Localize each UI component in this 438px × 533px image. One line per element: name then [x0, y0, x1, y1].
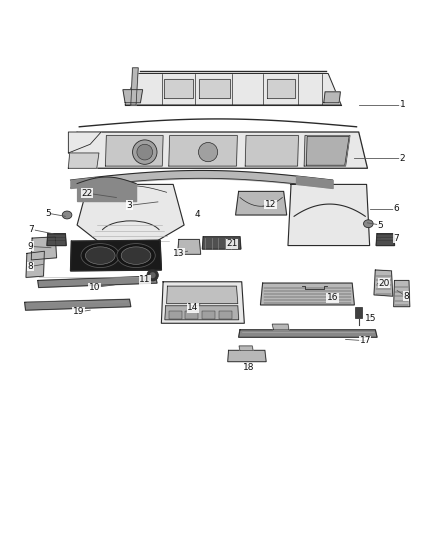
- Text: 6: 6: [393, 204, 399, 213]
- Text: 12: 12: [265, 200, 276, 209]
- Text: 10: 10: [89, 283, 100, 292]
- Polygon shape: [71, 240, 161, 271]
- Polygon shape: [165, 306, 239, 320]
- Text: 5: 5: [45, 209, 51, 218]
- Polygon shape: [38, 276, 157, 287]
- Polygon shape: [374, 270, 393, 296]
- Bar: [355, 307, 362, 318]
- Text: 9: 9: [28, 242, 33, 251]
- Polygon shape: [261, 283, 354, 305]
- Text: 11: 11: [139, 275, 151, 284]
- Text: 15: 15: [365, 313, 377, 322]
- Polygon shape: [164, 79, 193, 99]
- Polygon shape: [239, 346, 253, 350]
- Text: 1: 1: [399, 100, 405, 109]
- Circle shape: [147, 270, 158, 281]
- Polygon shape: [306, 136, 349, 165]
- Ellipse shape: [62, 211, 72, 219]
- Polygon shape: [202, 237, 241, 249]
- Text: 5: 5: [378, 221, 383, 230]
- Text: 19: 19: [73, 308, 84, 317]
- Polygon shape: [123, 90, 143, 103]
- Polygon shape: [68, 132, 101, 153]
- Polygon shape: [394, 280, 410, 306]
- Polygon shape: [68, 132, 367, 168]
- Polygon shape: [376, 234, 395, 246]
- Polygon shape: [25, 299, 131, 310]
- Text: 13: 13: [173, 249, 184, 258]
- Polygon shape: [131, 68, 138, 105]
- Polygon shape: [272, 324, 289, 330]
- Polygon shape: [47, 234, 66, 246]
- Polygon shape: [288, 184, 370, 246]
- Polygon shape: [228, 350, 266, 362]
- Circle shape: [198, 142, 218, 161]
- Polygon shape: [169, 135, 237, 166]
- Polygon shape: [236, 191, 287, 215]
- Circle shape: [133, 140, 157, 164]
- Text: 2: 2: [399, 154, 405, 163]
- Polygon shape: [106, 135, 163, 166]
- Polygon shape: [26, 251, 44, 277]
- Circle shape: [150, 272, 155, 278]
- Text: 7: 7: [28, 225, 34, 234]
- Text: 20: 20: [378, 279, 390, 288]
- Polygon shape: [239, 330, 377, 337]
- Polygon shape: [245, 135, 298, 166]
- Ellipse shape: [364, 220, 373, 228]
- Ellipse shape: [117, 244, 155, 268]
- Ellipse shape: [121, 247, 151, 264]
- Polygon shape: [161, 282, 244, 323]
- Polygon shape: [77, 184, 184, 246]
- Text: 8: 8: [28, 262, 33, 271]
- Text: 4: 4: [194, 211, 200, 220]
- Polygon shape: [31, 237, 57, 260]
- Polygon shape: [177, 239, 201, 254]
- Ellipse shape: [85, 247, 115, 264]
- Text: 18: 18: [243, 364, 254, 372]
- Polygon shape: [324, 92, 340, 103]
- Polygon shape: [304, 135, 350, 166]
- Polygon shape: [125, 74, 341, 105]
- Circle shape: [137, 144, 152, 160]
- Text: 21: 21: [226, 239, 238, 248]
- Text: 3: 3: [127, 201, 132, 210]
- Bar: [169, 311, 182, 319]
- Polygon shape: [68, 153, 99, 168]
- Text: 17: 17: [360, 336, 371, 345]
- Polygon shape: [166, 286, 238, 304]
- Ellipse shape: [81, 244, 120, 268]
- Text: 7: 7: [393, 233, 399, 243]
- Text: 14: 14: [187, 303, 198, 312]
- Text: 22: 22: [81, 189, 93, 198]
- Polygon shape: [267, 79, 295, 99]
- Text: 16: 16: [327, 294, 338, 302]
- Bar: [185, 311, 198, 319]
- Bar: [219, 311, 232, 319]
- Bar: [202, 311, 215, 319]
- Text: 8: 8: [403, 292, 409, 301]
- Polygon shape: [199, 79, 230, 99]
